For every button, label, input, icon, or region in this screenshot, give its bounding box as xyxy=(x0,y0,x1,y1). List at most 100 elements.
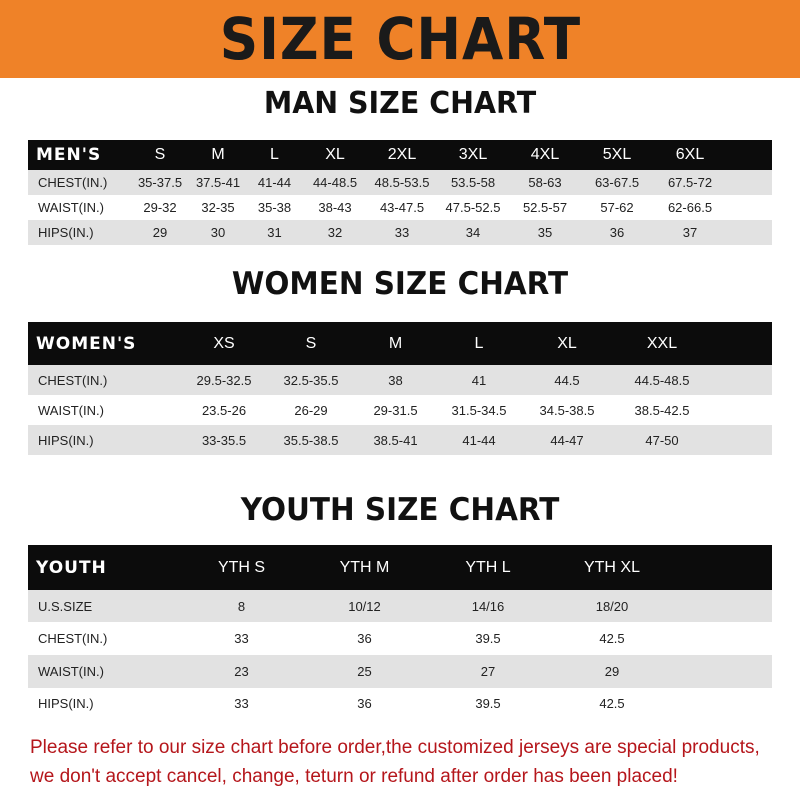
table-cell: 36 xyxy=(357,695,372,711)
table-cell: 36 xyxy=(357,631,372,646)
table-cell: 43-47.5 xyxy=(379,200,425,215)
table-cell: 30 xyxy=(210,225,226,240)
table-cell: 23 xyxy=(234,664,249,679)
row-label: WAIST(IN.) xyxy=(38,402,104,418)
table-row: CHEST(IN.) 33 36 39.5 42.5 xyxy=(28,622,772,655)
table-cell: M xyxy=(211,146,225,163)
row-label: HIPS(IN.) xyxy=(38,225,94,240)
table-cell: 53.5-58 xyxy=(450,175,496,190)
table-row: WAIST(IN.) 23 25 27 29 xyxy=(28,655,772,688)
row-label: CHEST(IN.) xyxy=(38,372,108,388)
table-cell: 5XL xyxy=(602,146,632,163)
table-cell: XS xyxy=(213,334,235,352)
header-row: YOUTH YTH S YTH M YTH L YTH XL xyxy=(28,545,772,590)
table-cell: 29-31.5 xyxy=(373,402,418,418)
table-cell: 38 xyxy=(388,372,403,388)
table-cell: 27 xyxy=(480,664,496,679)
table-cell: 3XL xyxy=(458,146,488,163)
notice-line-1: Please refer to our size chart before or… xyxy=(30,737,760,758)
table-cell: YTH M xyxy=(339,558,390,576)
row-label: HIPS(IN.) xyxy=(38,432,94,448)
row-label: WAIST(IN.) xyxy=(38,664,104,679)
table-cell: 32.5-35.5 xyxy=(283,372,339,388)
table-cell: 48.5-53.5 xyxy=(374,175,430,190)
table-cell: 35-38 xyxy=(257,200,292,215)
table-cell: XL xyxy=(325,146,345,163)
table-cell: 14/16 xyxy=(471,598,505,614)
table-cell: 32-35 xyxy=(201,200,235,215)
table-cell: 39.5 xyxy=(475,695,501,711)
header-row: MEN'S S M L XL 2XL 3XL 4XL 5XL 6XL xyxy=(28,140,772,170)
table-cell: 63-67.5 xyxy=(594,175,640,190)
table-row: U.S.SIZE 8 10/12 14/16 18/20 xyxy=(28,590,772,622)
table-cell: 47.5-52.5 xyxy=(445,200,501,215)
table-cell: 57-62 xyxy=(600,200,634,215)
table-cell: 58-63 xyxy=(528,175,562,190)
table-cell: YTH XL xyxy=(583,558,640,576)
table-cell: 31.5-34.5 xyxy=(451,402,507,418)
youth-chart-title: YOUTH SIZE CHART xyxy=(240,492,560,528)
table-cell: XXL xyxy=(646,334,678,352)
table-cell: 26-29 xyxy=(294,402,328,418)
table-cell: 34.5-38.5 xyxy=(539,402,595,418)
table-cell: 41-44 xyxy=(257,175,292,190)
men-chart-title: MAN SIZE CHART xyxy=(263,86,537,121)
table-cell: 42.5 xyxy=(599,695,625,711)
row-label: WOMEN'S xyxy=(36,333,137,354)
table-cell: XL xyxy=(557,334,577,352)
women-size-table: WOMEN'S XS S M L XL XXL CHEST(IN.) 29.5-32.5 32.5… xyxy=(28,322,772,455)
table-cell: 37.5-41 xyxy=(195,175,241,190)
table-cell: 47-50 xyxy=(645,432,679,448)
table-cell: L xyxy=(474,334,484,352)
notice: Please refer to our size chart before or… xyxy=(30,733,790,791)
row-label: CHEST(IN.) xyxy=(38,175,108,190)
table-cell: 42.5 xyxy=(599,631,625,646)
row-label: WAIST(IN.) xyxy=(38,200,104,215)
table-cell: 44.5 xyxy=(554,372,580,388)
table-cell: 33 xyxy=(394,225,410,240)
table-cell: 25 xyxy=(357,664,372,679)
table-row: WAIST(IN.) 23.5-26 26-29 29-31.5 31.5-34.5 34… xyxy=(28,395,772,425)
banner-title: SIZE CHART xyxy=(219,5,581,73)
table-cell: 41 xyxy=(471,372,487,388)
table-row: HIPS(IN.) 33 36 39.5 42.5 xyxy=(28,688,772,718)
table-cell: 29.5-32.5 xyxy=(196,372,252,388)
table-cell: S xyxy=(154,146,166,163)
table-cell: 23.5-26 xyxy=(201,402,247,418)
table-cell: 4XL xyxy=(530,146,560,163)
table-cell: YTH L xyxy=(465,558,511,576)
table-cell: 35 xyxy=(537,225,553,240)
table-cell: 2XL xyxy=(387,146,417,163)
row-label: HIPS(IN.) xyxy=(38,695,94,711)
table-cell: 38.5-41 xyxy=(373,432,418,448)
table-cell: 44.5-48.5 xyxy=(634,372,690,388)
table-row: CHEST(IN.) 29.5-32.5 32.5-35.5 38 41 44.5 44.5… xyxy=(28,365,772,395)
table-cell: L xyxy=(270,146,279,163)
table-cell: 32 xyxy=(327,225,343,240)
table-cell: 35.5-38.5 xyxy=(283,432,339,448)
table-cell: 44-47 xyxy=(550,432,584,448)
row-label: MEN'S xyxy=(36,145,102,165)
table-cell: 18/20 xyxy=(595,598,629,614)
table-cell: 34 xyxy=(465,225,481,240)
table-cell: 38.5-42.5 xyxy=(634,402,690,418)
table-cell: 33 xyxy=(234,695,249,711)
table-cell: 38-43 xyxy=(318,200,352,215)
table-row: WAIST(IN.) 29-32 32-35 35-38 38-43 43-47.5 47.… xyxy=(28,195,772,220)
table-cell: 62-66.5 xyxy=(667,200,713,215)
table-cell: 35-37.5 xyxy=(137,175,183,190)
table-cell: 39.5 xyxy=(475,631,501,646)
table-cell: YTH S xyxy=(217,558,266,576)
row-label: CHEST(IN.) xyxy=(38,631,108,646)
table-cell: S xyxy=(305,334,317,352)
table-cell: 52.5-57 xyxy=(522,200,568,215)
table-cell: 31 xyxy=(267,225,282,240)
table-cell: 41-44 xyxy=(462,432,496,448)
table-cell: 36 xyxy=(609,225,625,240)
table-row: HIPS(IN.) 33-35.5 35.5-38.5 38.5-41 41-44 44-… xyxy=(28,425,772,455)
notice-line-2: we don't accept cancel, change, teturn o… xyxy=(30,766,678,787)
table-cell: 33-35.5 xyxy=(201,432,247,448)
table-cell: 8 xyxy=(237,598,246,614)
table-row: HIPS(IN.) 29 30 31 32 33 34 35 36 37 xyxy=(28,220,772,245)
women-chart-title: WOMEN SIZE CHART xyxy=(231,266,569,302)
